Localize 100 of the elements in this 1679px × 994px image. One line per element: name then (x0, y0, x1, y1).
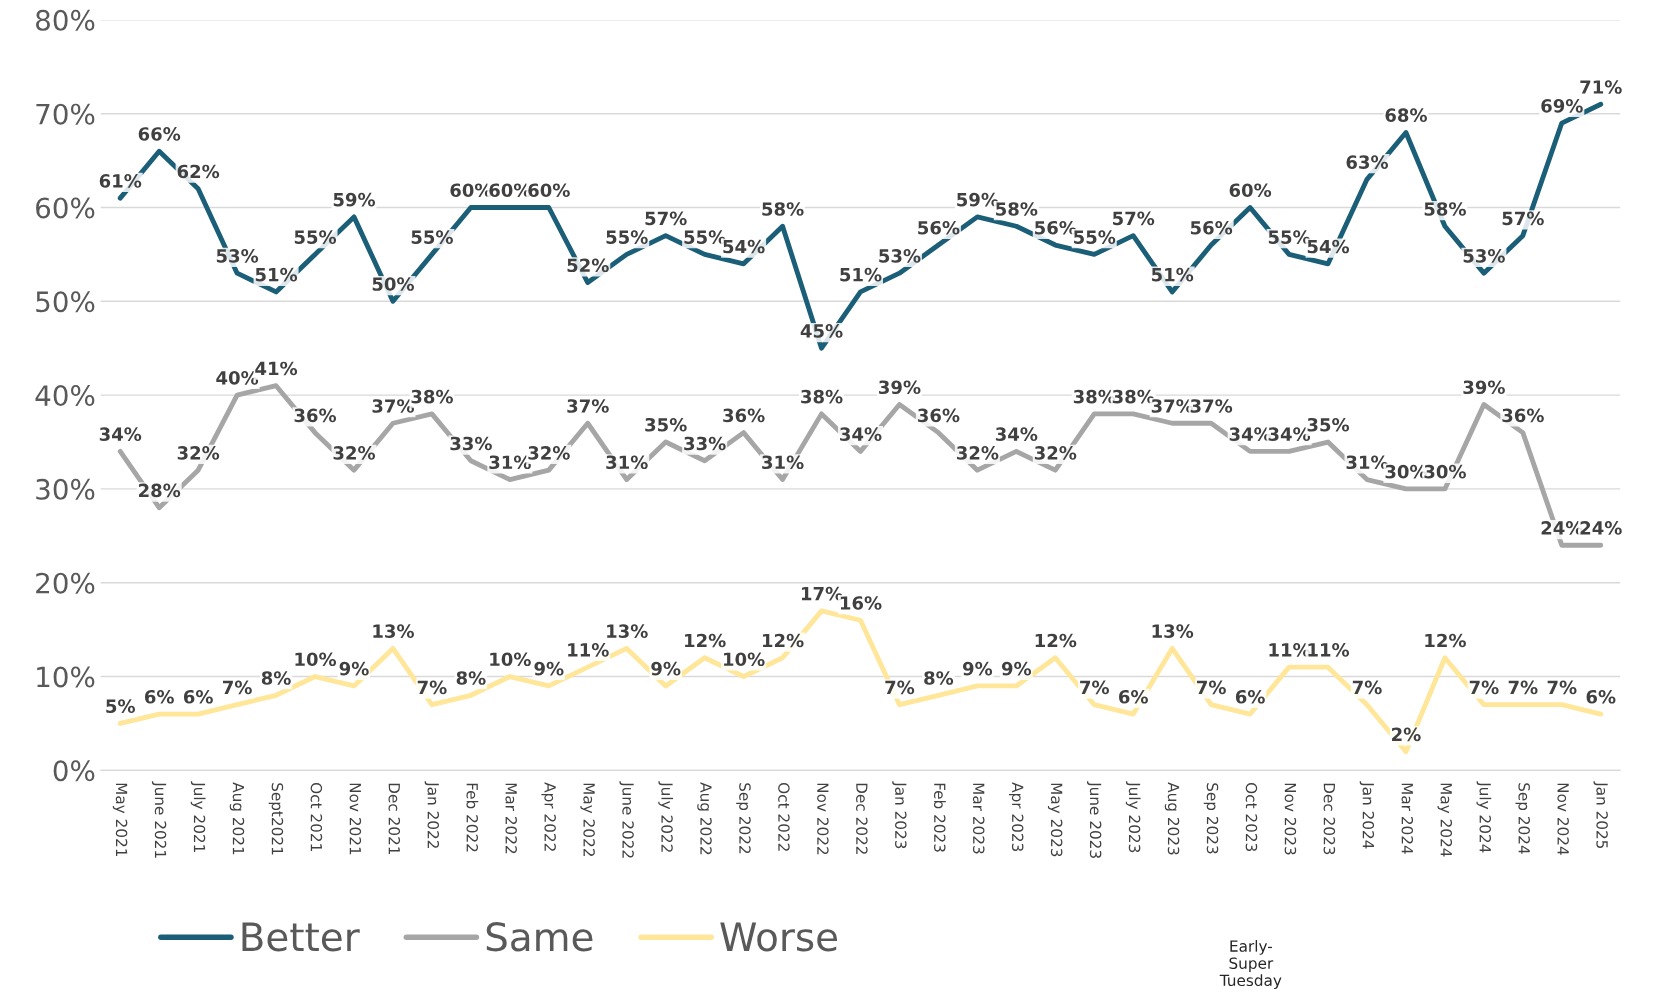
data-label: 6% (183, 689, 213, 704)
data-label: 7% (1352, 680, 1382, 695)
data-label: 63% (1346, 155, 1389, 169)
data-label: 53% (879, 249, 921, 263)
data-label: 13% (607, 624, 648, 638)
x-tick-label: Nov 2024 (1557, 783, 1569, 855)
data-label: 68% (1385, 108, 1427, 123)
data-label: 60% (489, 183, 531, 198)
x-tick-label: July 2023 (1125, 781, 1141, 853)
data-label: 66% (138, 127, 181, 141)
data-label: 31% (762, 455, 804, 470)
data-label: 39% (1463, 380, 1505, 395)
x-tick-label: May 2022 (580, 783, 595, 856)
data-label: 9% (962, 661, 993, 676)
x-tick-label: Nov 2021 (349, 783, 362, 855)
data-label: 32% (956, 446, 999, 460)
x-tick-label: Dec 2021 (388, 783, 401, 855)
x-tick-label: Sep 2022 (736, 783, 751, 854)
data-label: 11% (1308, 643, 1350, 657)
data-label: 34% (840, 427, 882, 441)
x-tick-label: Aug 2023 (1164, 782, 1180, 855)
y-tick-label: 20% (36, 572, 95, 594)
data-label: 50% (372, 277, 414, 291)
x-tick-label: Sep 2023 (1203, 783, 1219, 854)
legend-label: Same (486, 922, 593, 952)
data-label: 31% (606, 455, 648, 470)
data-label: 38% (801, 389, 843, 404)
y-tick-label: 60% (36, 197, 95, 219)
x-tick-label: Oct 2023 (1245, 783, 1258, 852)
x-tick-label: June 2021 (151, 781, 167, 858)
data-label: 8% (456, 671, 486, 685)
data-label: 9% (534, 661, 564, 676)
data-label: 51% (1151, 267, 1194, 282)
data-label: 2% (1392, 727, 1421, 742)
data-label: 34% (995, 427, 1038, 441)
data-label: 7% (1547, 680, 1577, 695)
data-label: 58% (762, 202, 804, 216)
y-tick-label: 0% (53, 760, 95, 782)
data-label: 60% (450, 183, 492, 198)
x-tick-label: Apr 2022 (541, 782, 556, 851)
data-label: 5% (106, 699, 135, 713)
data-label: 12% (685, 633, 726, 648)
data-label: 35% (645, 417, 687, 432)
x-tick-label: July 2022 (658, 781, 674, 852)
legend-label: Better (242, 922, 360, 952)
data-label: 6% (1119, 689, 1148, 704)
x-tick-label: Dec 2023 (1323, 783, 1336, 855)
data-label: 7% (1197, 680, 1226, 695)
y-tick-label: 80% (36, 9, 95, 31)
data-label: 61% (99, 174, 142, 188)
x-tick-label: Aug 2021 (229, 782, 245, 855)
x-tick-label: Jan 2023 (892, 781, 907, 849)
data-label: 7% (1508, 680, 1538, 695)
data-label: 10% (724, 652, 765, 667)
x-tick-label: Oct 2022 (778, 783, 790, 851)
data-label: 57% (1113, 211, 1155, 226)
y-tick-label: 30% (36, 478, 95, 500)
data-label: 55% (606, 230, 648, 244)
x-tick-label: May 2023 (1047, 783, 1063, 857)
data-label: 17% (801, 586, 843, 601)
data-label: 7% (417, 680, 447, 695)
x-tick-label: Mar 2023 (972, 783, 985, 854)
x-tick-label: Dec 2022 (856, 783, 868, 854)
data-label: 51% (255, 267, 298, 282)
x-tick-label: Mar 2024 (1401, 783, 1414, 854)
y-tick-label: 50% (36, 291, 95, 313)
data-label: 12% (762, 633, 804, 648)
data-label: 36% (918, 408, 960, 423)
data-label: 56% (1190, 220, 1233, 235)
y-tick-label: 10% (37, 666, 95, 688)
x-tick-label: Sep 2024 (1515, 783, 1530, 854)
data-label: 6% (1586, 689, 1616, 704)
x-tick-label: Apr 2023 (1008, 782, 1024, 852)
x-tick-label: June 2023 (1086, 781, 1102, 858)
x-tick-label: Feb 2022 (466, 783, 479, 852)
x-tick-label: Jan 2025 (1593, 781, 1608, 849)
x-tick-label: Jan 2024 (1359, 781, 1375, 849)
data-label: 36% (1502, 408, 1544, 423)
data-label: 58% (1424, 202, 1466, 216)
x-tick-label: Oct 2021 (310, 783, 323, 851)
data-label: 9% (339, 661, 369, 676)
x-tick-label: Aug 2022 (697, 782, 712, 855)
data-label: 52% (567, 258, 609, 273)
x-tick-label: May 2024 (1437, 783, 1453, 857)
data-label: 16% (840, 596, 882, 610)
data-label: 56% (918, 220, 960, 235)
data-label: 33% (450, 436, 492, 451)
data-label: 12% (1035, 633, 1077, 648)
data-label: 32% (1034, 446, 1077, 460)
y-tick-label: 70% (36, 103, 95, 125)
data-label: 57% (645, 211, 687, 226)
x-tick-label: Feb 2023 (933, 783, 946, 852)
x-tick-label: Nov 2023 (1284, 783, 1297, 855)
data-label: 7% (885, 680, 915, 695)
data-label: 45% (800, 324, 843, 338)
data-label: 69% (1541, 98, 1583, 113)
legend-label: Worse (720, 922, 837, 952)
x-tick-label: July 2021 (190, 781, 206, 852)
data-label: 7% (1469, 680, 1499, 695)
text: Early- Super Tuesday (1219, 940, 1282, 990)
